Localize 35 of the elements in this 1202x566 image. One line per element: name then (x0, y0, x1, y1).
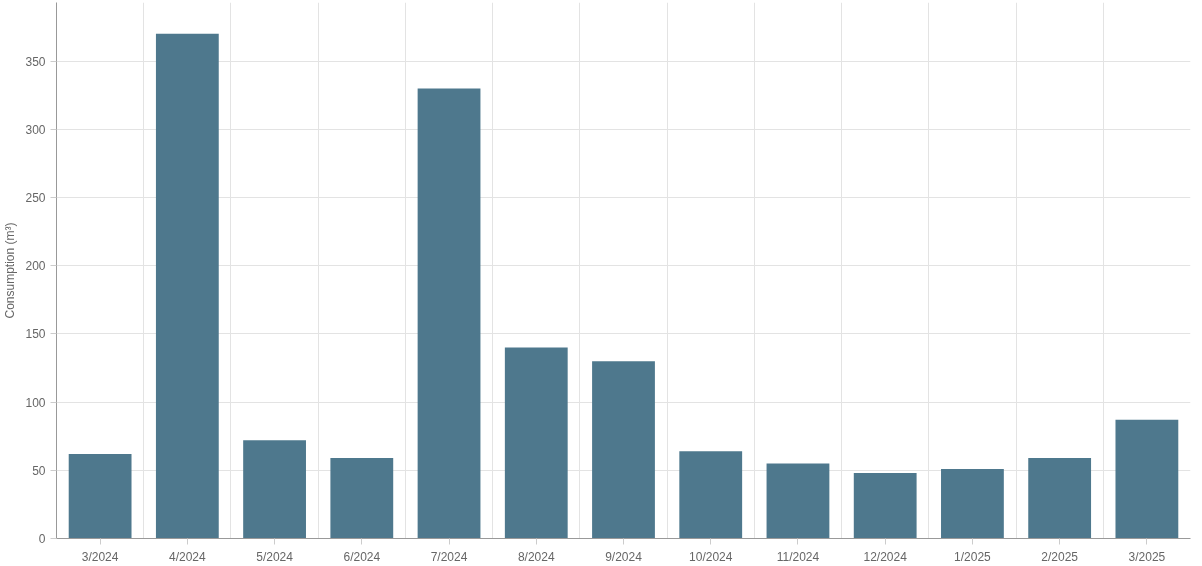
y-tick-label: 200 (25, 259, 46, 274)
x-tick-label: 2/2025 (1041, 549, 1079, 564)
bar (417, 88, 481, 539)
bar (679, 451, 743, 539)
x-tick-label: 10/2024 (689, 549, 733, 564)
bar (330, 458, 394, 539)
x-tick-label: 6/2024 (343, 549, 381, 564)
bar (1028, 458, 1092, 539)
x-tick-label: 3/2025 (1128, 549, 1166, 564)
x-tick-label: 1/2025 (954, 549, 992, 564)
y-tick-label: 350 (25, 54, 46, 69)
y-tick-label: 100 (25, 395, 46, 410)
bar (1115, 419, 1179, 539)
bar (155, 33, 219, 539)
bar (504, 347, 568, 539)
bar (941, 468, 1004, 539)
y-axis-title: Consumption (m³) (3, 222, 18, 319)
y-tick-label: 150 (25, 327, 46, 342)
x-tick-label: 12/2024 (863, 549, 908, 564)
x-tick-label: 3/2024 (81, 549, 119, 564)
bar (243, 440, 306, 539)
x-tick-label: 11/2024 (776, 549, 820, 564)
bar (853, 473, 917, 539)
x-tick-label: 4/2024 (168, 549, 207, 564)
bar (68, 453, 132, 539)
x-tick-label: 7/2024 (430, 549, 468, 564)
x-tick-label: 9/2024 (605, 549, 643, 564)
y-tick-label: 0 (38, 532, 46, 546)
y-tick-label: 300 (25, 122, 46, 137)
bar (766, 463, 830, 539)
y-tick-label: 50 (32, 463, 46, 478)
x-tick-label: 5/2024 (256, 549, 294, 564)
bar (592, 361, 655, 539)
y-tick-label: 250 (25, 191, 46, 206)
x-tick-label: 8/2024 (517, 549, 555, 564)
